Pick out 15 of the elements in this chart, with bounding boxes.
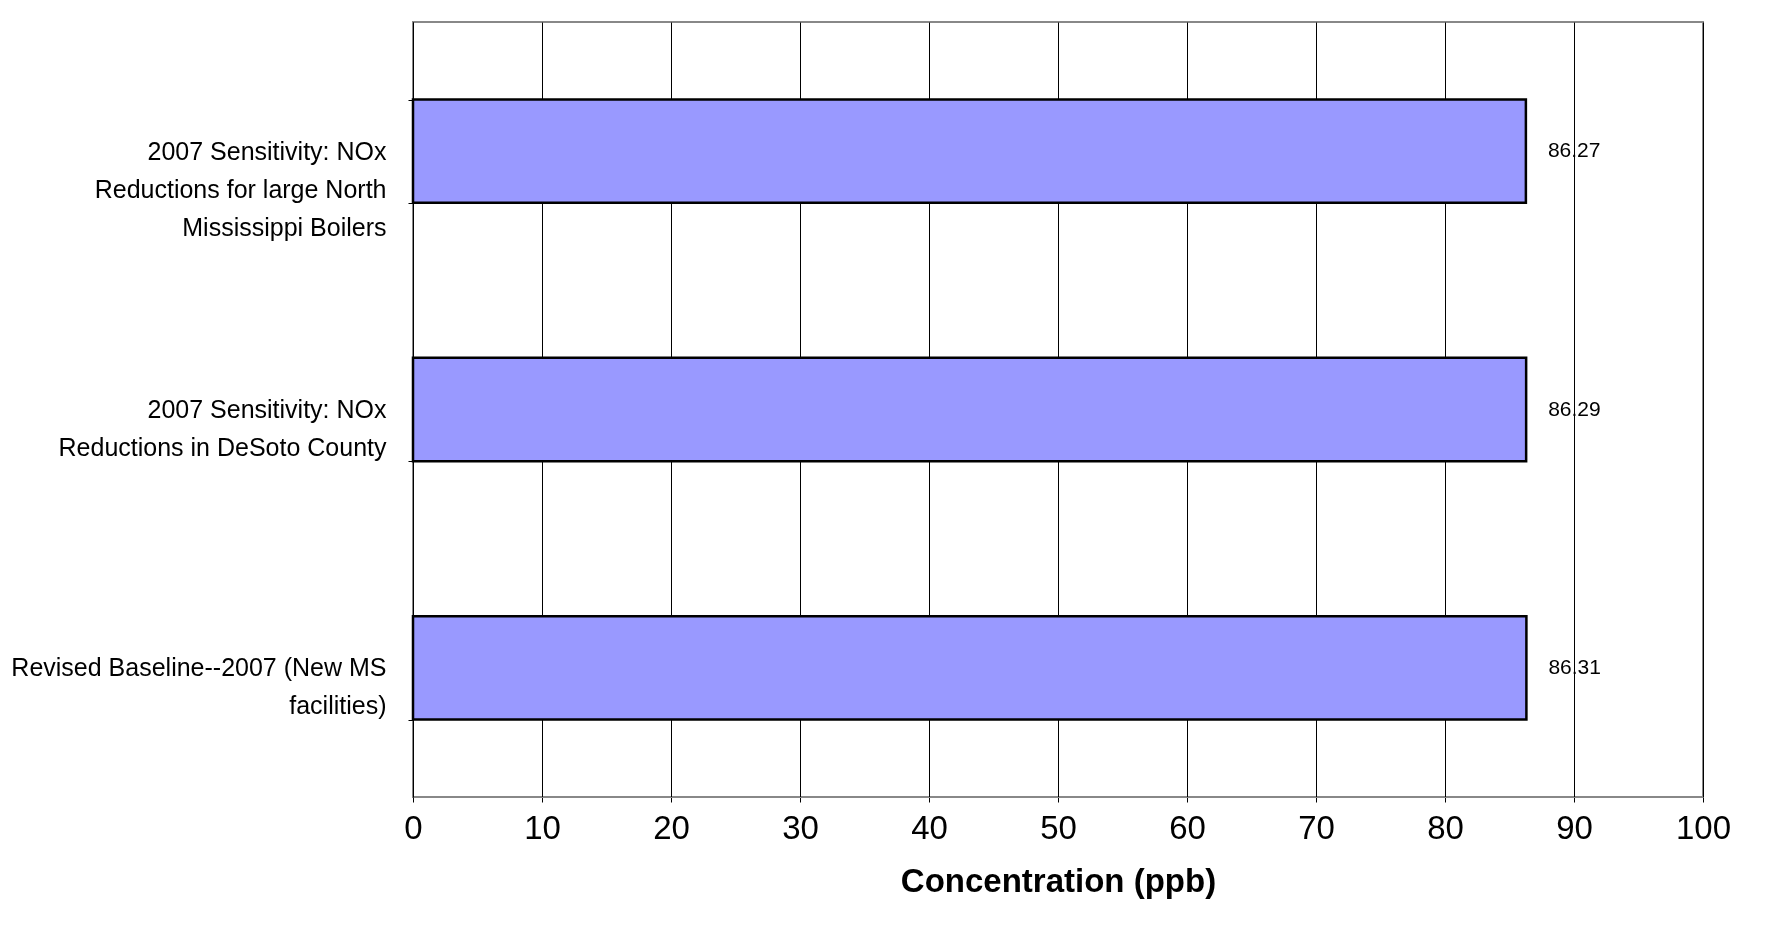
x-tick-label: 70 xyxy=(1298,808,1335,846)
y-tick-label: 2007 Sensitivity: NOx Reductions in DeSoto County xyxy=(58,395,387,461)
x-tick-label: 100 xyxy=(1675,808,1732,846)
x-tick-label: 50 xyxy=(1040,808,1077,846)
x-axis-title: Concentration (ppb) xyxy=(900,861,1217,899)
x-tick-label: 40 xyxy=(911,808,948,846)
x-tick-label: 30 xyxy=(782,808,819,846)
x-tick-label: 0 xyxy=(404,808,423,846)
x-tick-label: 20 xyxy=(653,808,690,846)
x-tick-label: 80 xyxy=(1427,808,1464,846)
x-tick-label: 90 xyxy=(1556,808,1593,846)
x-tick-label: 10 xyxy=(524,808,561,846)
y-tick-label: Revised Baseline--2007 (New MS facilities) xyxy=(11,653,387,720)
y-tick-label: 2007 Sensitivity: NOx Reductions for large North Mississippi Boilers xyxy=(94,136,387,241)
x-tick-label: 60 xyxy=(1169,808,1206,846)
